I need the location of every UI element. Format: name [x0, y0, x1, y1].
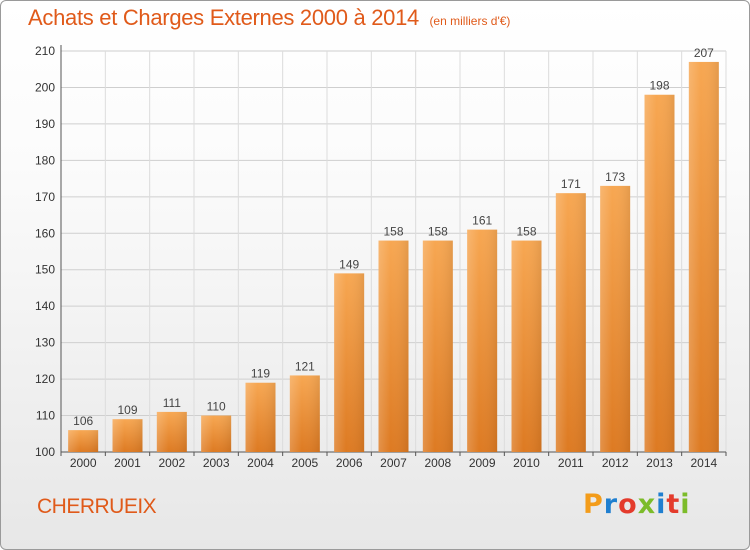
data-label: 173 — [605, 170, 625, 184]
data-label: 119 — [251, 367, 270, 381]
y-tick-label: 100 — [35, 445, 55, 459]
data-label: 109 — [117, 403, 137, 417]
bar-shade-2010 — [511, 240, 542, 452]
data-label: 106 — [73, 414, 93, 428]
logo-letter: o — [618, 489, 638, 520]
x-tick-label: 2009 — [469, 456, 496, 470]
x-tick-label: 2014 — [690, 456, 717, 470]
x-tick-label: 2007 — [380, 456, 407, 470]
bar-shade-2001 — [112, 419, 143, 452]
logo-letter: r — [603, 489, 619, 520]
data-label: 158 — [516, 225, 536, 239]
data-labels: 106 109 111 110 119 121 149 158 158 161 158 171 173 1… — [73, 46, 714, 428]
x-tick-label: 2002 — [158, 456, 185, 470]
y-tick-label: 180 — [35, 153, 55, 167]
data-label: 121 — [295, 359, 315, 373]
x-tick-label: 2010 — [513, 456, 540, 470]
x-tick-label: 2005 — [291, 456, 318, 470]
y-tick-label: 110 — [36, 409, 55, 423]
data-label: 110 — [207, 400, 226, 414]
x-tick-label: 2003 — [203, 456, 230, 470]
data-label: 207 — [694, 46, 714, 60]
y-tick-label: 150 — [35, 263, 55, 277]
bar-shade-2000 — [68, 430, 99, 452]
y-tick-label: 170 — [35, 190, 55, 204]
x-tick-label: 2008 — [424, 456, 451, 470]
bar-shade-2007 — [378, 240, 409, 452]
bar-shade-2012 — [600, 185, 631, 452]
commune-name: CHERRUEIX — [37, 495, 157, 518]
y-tick-label: 120 — [35, 372, 55, 386]
logo-letter: t — [666, 489, 681, 520]
data-label: 158 — [428, 225, 448, 239]
data-label: 171 — [561, 177, 581, 191]
logo-letter: x — [637, 489, 657, 520]
bar-shade-2008 — [422, 240, 453, 452]
y-tick-label: 200 — [35, 80, 55, 94]
proxiti-logo: Proxiti — [583, 489, 691, 520]
data-label: 149 — [339, 257, 359, 271]
bar-shade-2014 — [688, 61, 719, 452]
data-label: 161 — [472, 214, 492, 228]
bar-shade-2011 — [555, 193, 586, 452]
x-tick-label: 2011 — [558, 456, 584, 470]
chart-title-main: Achats et Charges Externes 2000 à 2014 — [28, 5, 419, 30]
data-label: 111 — [163, 396, 182, 410]
bars — [68, 61, 719, 452]
y-tick-label: 160 — [35, 226, 55, 240]
bar-shade-2013 — [644, 94, 675, 452]
bar-shade-2004 — [245, 382, 276, 452]
axes: 100 110 120 130 140 150 160 170 180 190 200 210 2000… — [35, 44, 727, 470]
logo-letter: P — [583, 489, 604, 520]
y-tick-label: 140 — [35, 299, 55, 313]
logo-letter: i — [680, 489, 691, 520]
data-label: 158 — [383, 225, 403, 239]
x-tick-label: 2006 — [336, 456, 363, 470]
bar-shade-2006 — [334, 273, 365, 452]
y-tick-label: 130 — [35, 336, 55, 350]
bar-shade-2005 — [289, 375, 320, 452]
x-tick-label: 2001 — [114, 456, 141, 470]
x-tick-label: 2004 — [247, 456, 274, 470]
x-tick-label: 2012 — [602, 456, 629, 470]
bar-shade-2002 — [156, 411, 187, 452]
chart-title: Achats et Charges Externes 2000 à 2014 (… — [28, 5, 510, 31]
y-tick-label: 190 — [35, 117, 55, 131]
bar-shade-2003 — [201, 415, 232, 452]
bar-shade-2009 — [467, 229, 498, 452]
data-label: 198 — [649, 79, 669, 93]
x-tick-label: 2013 — [646, 456, 673, 470]
y-tick-label: 210 — [35, 44, 55, 58]
chart-subtitle: (en milliers d'€) — [429, 14, 511, 28]
logo-letter: i — [656, 489, 667, 520]
x-tick-label: 2000 — [70, 456, 97, 470]
